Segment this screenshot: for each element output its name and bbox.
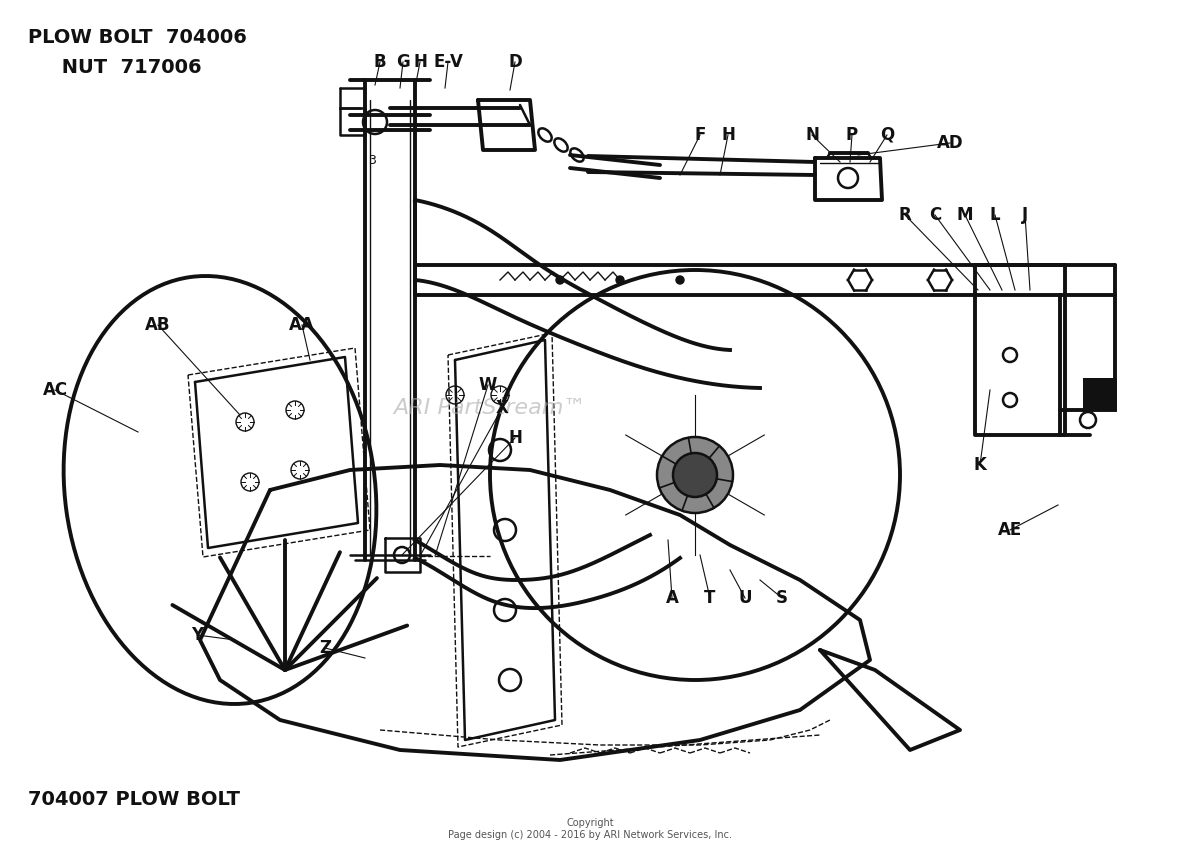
Text: H: H <box>721 126 735 144</box>
Circle shape <box>616 276 624 284</box>
Text: AE: AE <box>998 521 1022 539</box>
Text: T: T <box>704 589 716 607</box>
Text: G: G <box>396 53 409 71</box>
Text: K: K <box>974 456 986 474</box>
Circle shape <box>657 437 733 513</box>
Text: F: F <box>694 126 706 144</box>
Text: AC: AC <box>42 381 67 399</box>
Text: B: B <box>374 53 386 71</box>
Text: Q: Q <box>880 126 894 144</box>
Circle shape <box>673 453 717 497</box>
Text: J: J <box>1022 206 1028 224</box>
Text: AA: AA <box>289 316 315 334</box>
Text: M: M <box>957 206 973 224</box>
Text: NUT  717006: NUT 717006 <box>28 58 202 77</box>
Text: Y: Y <box>191 626 203 644</box>
Circle shape <box>676 276 684 284</box>
Text: H: H <box>509 429 522 447</box>
Text: 704007 PLOW BOLT: 704007 PLOW BOLT <box>28 790 240 809</box>
Text: Z: Z <box>319 639 332 657</box>
Text: R: R <box>899 206 911 224</box>
Text: AB: AB <box>145 316 171 334</box>
Text: C: C <box>929 206 942 224</box>
Text: H: H <box>413 53 427 71</box>
Text: D: D <box>509 53 522 71</box>
Text: L: L <box>990 206 1001 224</box>
Text: A: A <box>666 589 678 607</box>
Text: E-V: E-V <box>433 53 463 71</box>
Text: P: P <box>846 126 858 144</box>
Text: W: W <box>479 376 497 394</box>
Text: ARI PartStream™: ARI PartStream™ <box>394 398 586 418</box>
Text: Copyright
Page design (c) 2004 - 2016 by ARI Network Services, Inc.: Copyright Page design (c) 2004 - 2016 by… <box>448 818 732 840</box>
Text: X: X <box>496 399 509 417</box>
Text: S: S <box>776 589 788 607</box>
Text: U: U <box>739 589 752 607</box>
Text: N: N <box>805 126 819 144</box>
Text: PLOW BOLT  704006: PLOW BOLT 704006 <box>28 28 247 47</box>
Text: 3: 3 <box>368 154 376 167</box>
Text: AD: AD <box>937 134 963 152</box>
Circle shape <box>556 276 564 284</box>
